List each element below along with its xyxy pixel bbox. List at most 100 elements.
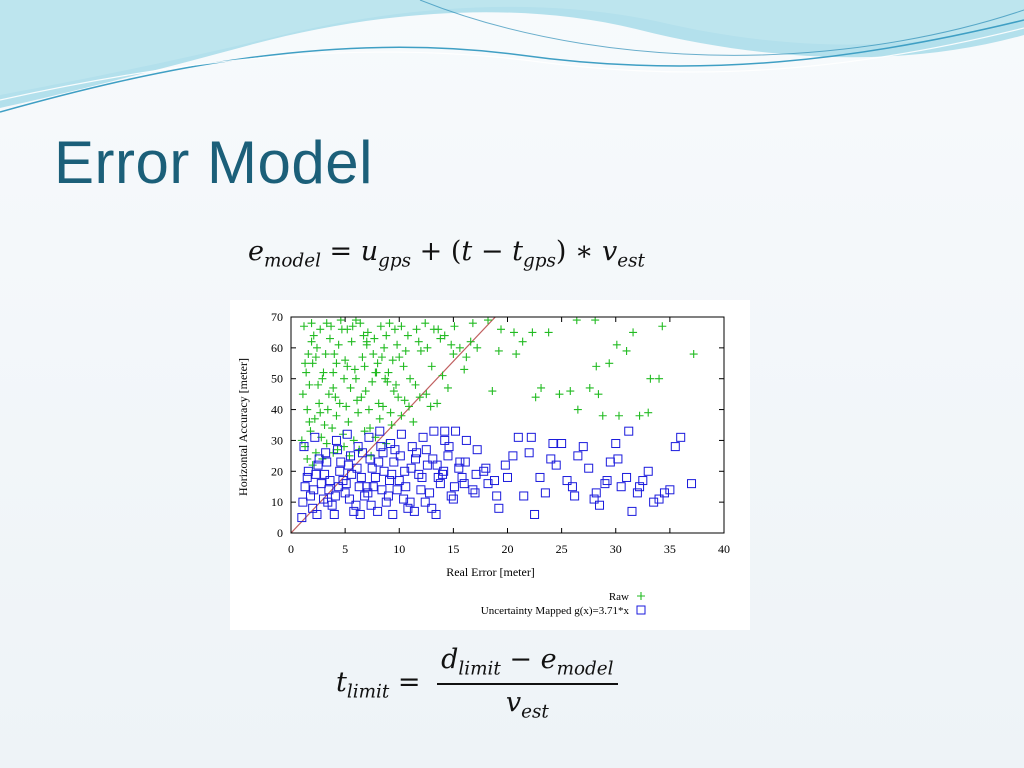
raw-point [330,350,339,359]
mapped-point [490,476,500,486]
equation-limit: tlimit = dlimit − emodel vest [336,644,618,723]
mapped-point [454,463,464,473]
raw-point [316,325,325,334]
raw-point [614,411,623,420]
x-tick-label: 35 [664,542,676,556]
raw-point [555,390,564,399]
mapped-point [670,442,680,452]
legend-label-raw: Raw [609,591,629,603]
raw-point [371,368,380,377]
x-tick-label: 20 [502,542,514,556]
raw-point [351,374,360,383]
raw-point [305,417,314,426]
raw-point [308,359,317,368]
eq2-den: v [505,687,522,719]
raw-point [385,319,394,328]
mapped-point [360,491,370,501]
eq-plus: + ( [419,236,462,267]
mapped-point [357,448,367,458]
mapped-point [595,500,605,510]
mapped-point [548,439,558,449]
mapped-point [654,494,664,504]
mapped-point [446,491,456,501]
mapped-point [297,513,307,523]
eq2-minus: − [500,644,541,675]
raw-point [689,350,698,359]
raw-point [494,346,503,355]
mapped-point [421,445,431,455]
raw-point [340,374,349,383]
eq2-fraction: dlimit − emodel vest [437,644,618,723]
mapped-point [342,429,352,439]
raw-point [332,359,341,368]
raw-point [592,362,601,371]
mapped-point [313,460,323,470]
x-tick-label: 0 [288,542,294,556]
raw-point [655,374,664,383]
mapped-point [311,469,321,479]
raw-point [468,319,477,328]
raw-point [314,380,323,389]
mapped-point [481,463,491,473]
raw-point [334,340,343,349]
raw-point [348,322,357,331]
mapped-point [616,482,626,492]
raw-point [395,353,404,362]
raw-point [303,454,312,463]
mapped-point [366,500,376,510]
raw-point [414,337,423,346]
mapped-point [365,454,375,464]
raw-point [319,368,328,377]
raw-point [362,337,371,346]
raw-point [354,408,363,417]
raw-point [332,411,341,420]
mapped-point [395,451,405,461]
raw-point [531,393,540,402]
eq-a-sub: gps [378,250,412,272]
mapped-point [503,472,512,482]
mapped-point [343,460,353,470]
raw-point [356,319,365,328]
raw-point [329,368,338,377]
x-tick-label: 40 [718,542,730,556]
raw-point [393,340,402,349]
mapped-point [378,448,388,458]
mapped-point [355,509,365,519]
raw-point [427,362,436,371]
raw-point [311,353,320,362]
raw-point [310,414,319,423]
mapped-point [457,472,467,482]
mapped-point [379,466,389,476]
mapped-point [494,503,504,513]
raw-point [389,387,398,396]
mapped-point [325,476,335,486]
legend-marker-raw [637,592,645,600]
mapped-point [665,485,675,495]
raw-point [386,408,395,417]
raw-point [316,408,325,417]
raw-point [497,325,506,334]
eq-lhs: e [248,236,264,267]
mapped-point [422,460,432,470]
eq-b: t [461,236,473,267]
eq2-num-a-sub: limit [458,658,501,680]
mapped-point [334,482,344,492]
eq-a: u [360,236,379,267]
raw-point [307,319,316,328]
mapped-point [425,488,435,498]
mapped-point [405,497,415,507]
raw-point [397,411,406,420]
mapped-point [472,445,482,455]
slide-title: Error Model [54,129,373,196]
raw-point [353,396,362,405]
raw-point [357,393,366,402]
raw-point [373,359,382,368]
y-tick-label: 40 [271,403,283,417]
raw-point [318,374,327,383]
raw-point [447,340,456,349]
raw-point [299,322,308,331]
raw-point [646,374,655,383]
mapped-point [418,432,428,442]
mapped-point [632,488,642,498]
mapped-point [392,485,402,495]
